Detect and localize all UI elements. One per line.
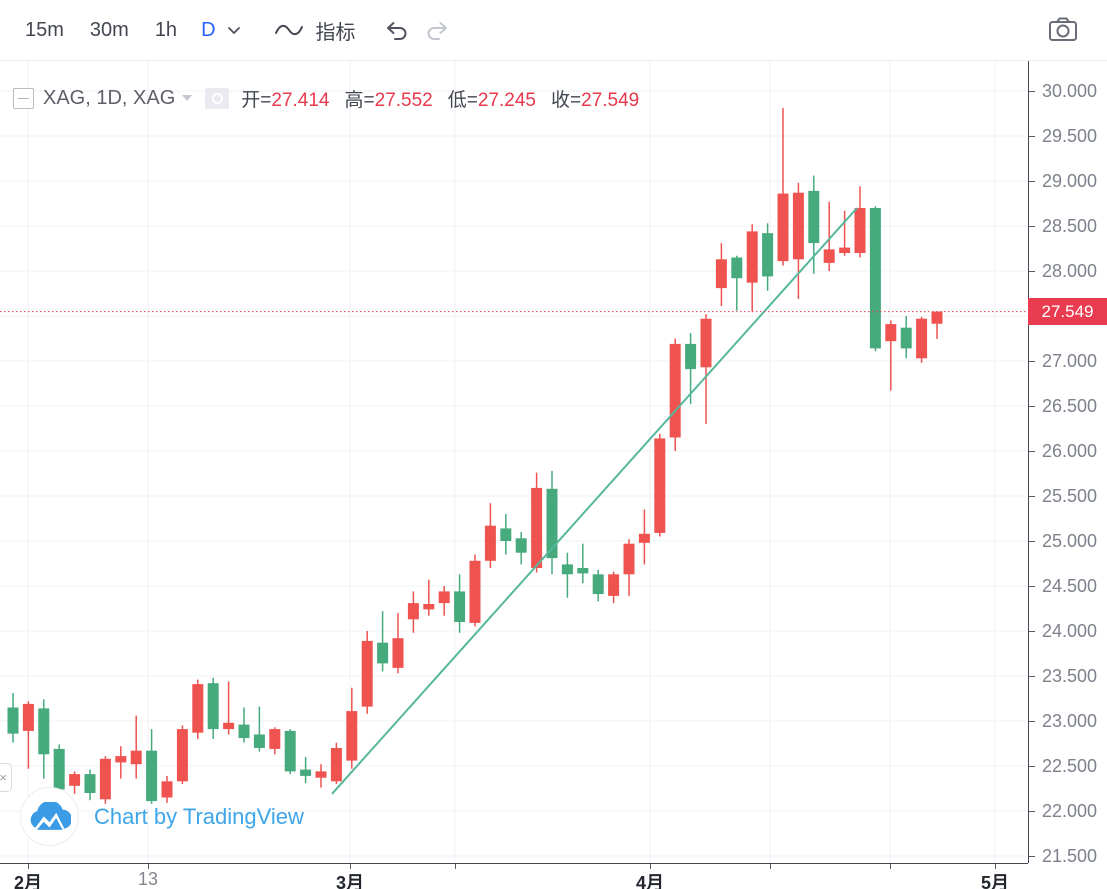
equals-sign: = <box>570 89 582 111</box>
price-axis-tick <box>1029 180 1035 182</box>
trend-line-drawing[interactable] <box>331 207 858 795</box>
time-axis-tick <box>890 864 891 869</box>
chart-pane[interactable]: XAG, 1D, XAG 开=27.414 高=27.552 低=27.245 … <box>0 61 1107 889</box>
time-axis-tick <box>770 864 771 869</box>
price-axis-label: 24.000 <box>1042 621 1098 641</box>
open-label: 开 <box>241 89 261 111</box>
price-axis-label: 29.000 <box>1042 171 1098 191</box>
price-axis-tick <box>1029 225 1035 227</box>
chart-legend: XAG, 1D, XAG 开=27.414 高=27.552 低=27.245 … <box>13 85 654 112</box>
price-axis-tick <box>1029 540 1035 542</box>
close-value: 27.549 <box>581 89 640 111</box>
price-axis-label: 25.500 <box>1042 486 1098 506</box>
symbol-title[interactable]: XAG, 1D, XAG <box>43 86 176 109</box>
price-axis-tick <box>1029 765 1035 767</box>
indicator-wave-icon[interactable] <box>274 19 304 41</box>
drawing-remove-box[interactable]: × <box>0 763 12 792</box>
interval-button-daily-selected[interactable]: D <box>201 18 216 41</box>
price-axis-label: 24.500 <box>1042 576 1098 596</box>
price-axis-label: 22.500 <box>1042 756 1098 776</box>
redo-icon[interactable] <box>424 19 450 41</box>
price-axis-tick <box>1029 405 1035 407</box>
price-axis-tick <box>1029 450 1035 452</box>
interval-chevron-down-icon[interactable] <box>226 22 242 38</box>
price-axis-label: 28.500 <box>1042 216 1098 236</box>
equals-sign: = <box>260 89 272 111</box>
ohlc-high: 高=27.552 <box>345 85 433 112</box>
symbol-dropdown-caret-icon[interactable] <box>182 95 193 101</box>
low-label: 低 <box>447 89 467 111</box>
price-axis-label: 26.500 <box>1042 396 1098 416</box>
chart-toolbar: 15m 30m 1h D 指标 <box>0 0 1107 61</box>
price-axis-label: 23.500 <box>1042 666 1098 686</box>
price-axis-tick <box>1029 495 1035 497</box>
ring-glyph <box>211 92 223 104</box>
time-axis-label: 4月 <box>635 873 665 889</box>
time-axis-label: 3月 <box>335 873 365 889</box>
price-axis-label: 27.000 <box>1042 351 1098 371</box>
price-axis-label: 22.000 <box>1042 801 1098 821</box>
price-axis-tick <box>1029 720 1035 722</box>
price-axis-label: 23.000 <box>1042 711 1098 731</box>
price-axis-tick <box>1029 270 1035 272</box>
equals-sign: = <box>363 89 375 111</box>
price-axis-label: 30.000 <box>1042 81 1098 101</box>
candlestick-series[interactable] <box>7 108 943 804</box>
interval-button-1h[interactable]: 1h <box>154 18 178 41</box>
tradingview-watermark: Chart by TradingView <box>20 787 304 846</box>
time-axis-tick <box>650 864 651 869</box>
price-axis-tick <box>1029 585 1035 587</box>
time-axis-tick <box>28 864 29 869</box>
price-axis-tick <box>1029 810 1035 812</box>
time-axis-tick <box>148 864 149 869</box>
grid-lines <box>0 61 1028 863</box>
time-axis-label: 5月 <box>980 873 1010 889</box>
price-axis-label: 26.000 <box>1042 441 1098 461</box>
open-value: 27.414 <box>271 89 330 111</box>
undo-icon[interactable] <box>384 19 410 41</box>
low-value: 27.245 <box>477 89 537 111</box>
equals-sign: = <box>466 89 478 111</box>
camera-snapshot-icon[interactable] <box>1045 14 1081 46</box>
price-axis-tick <box>1029 855 1035 857</box>
ohlc-open: 开=27.414 <box>241 85 329 112</box>
price-axis-tick <box>1029 360 1035 362</box>
price-axis-label: 21.500 <box>1042 846 1098 866</box>
ohlc-low: 低=27.245 <box>448 85 536 112</box>
time-axis-tick <box>350 864 351 869</box>
price-axis-tick <box>1029 135 1035 137</box>
legend-collapse-icon[interactable] <box>13 87 34 109</box>
last-price-label: 27.549 <box>1028 298 1107 326</box>
price-axis[interactable]: 30.00029.50029.00028.50028.00027.50027.0… <box>1028 61 1107 866</box>
ohlc-readout: 开=27.414 高=27.552 低=27.245 收=27.549 <box>241 85 654 112</box>
price-axis-tick <box>1029 630 1035 632</box>
interval-button-15m[interactable]: 15m <box>25 18 64 41</box>
indicators-button[interactable]: 指标 <box>315 21 356 44</box>
close-label: 收 <box>551 89 571 111</box>
series-settings-icon[interactable] <box>205 87 230 109</box>
time-axis[interactable]: 2月 13 3月 4月 5月 <box>0 863 1028 889</box>
time-axis-tick <box>995 864 996 869</box>
price-axis-tick <box>1029 90 1035 92</box>
high-label: 高 <box>344 89 364 111</box>
close-icon[interactable]: × <box>0 770 7 785</box>
time-axis-label: 2月 <box>13 873 43 889</box>
price-axis-label: 29.500 <box>1042 126 1098 146</box>
time-axis-tick <box>455 864 456 869</box>
price-axis-label: 28.000 <box>1042 261 1098 281</box>
price-axis-label: 25.000 <box>1042 531 1098 551</box>
candlestick-chart-canvas[interactable] <box>0 61 1028 863</box>
price-axis-tick <box>1029 675 1035 677</box>
high-value: 27.552 <box>374 89 433 111</box>
ohlc-close: 收=27.549 <box>551 85 639 112</box>
tradingview-logo-icon[interactable] <box>20 787 79 846</box>
time-axis-label: 13 <box>137 869 159 889</box>
watermark-link[interactable]: Chart by TradingView <box>94 803 304 829</box>
interval-button-30m[interactable]: 30m <box>89 18 129 41</box>
